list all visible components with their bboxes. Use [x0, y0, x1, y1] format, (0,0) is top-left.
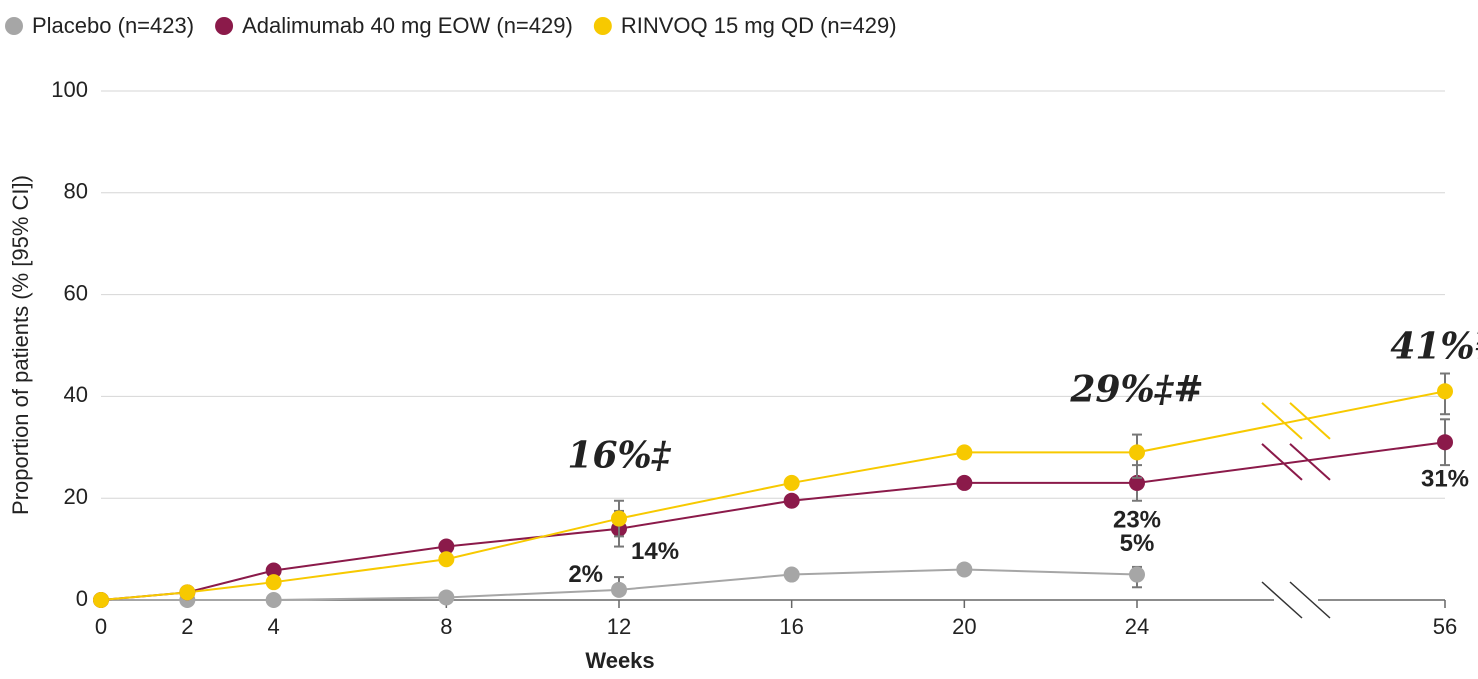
data-point: [1437, 434, 1453, 451]
axis-break: [1289, 581, 1331, 619]
x-tick-label: 2: [181, 614, 193, 639]
value-label: 16%‡: [567, 435, 671, 477]
y-tick-label: 100: [51, 77, 88, 102]
axis-break: [1261, 581, 1303, 619]
y-tick-label: 20: [64, 484, 88, 509]
y-tick-label: 40: [64, 382, 88, 407]
data-point: [1129, 444, 1145, 461]
data-point: [783, 492, 800, 509]
x-tick-label: 4: [268, 614, 280, 639]
x-tick-label: 24: [1125, 614, 1149, 639]
value-label: 29%‡#: [1069, 368, 1203, 410]
data-point: [438, 538, 455, 555]
data-point: [179, 584, 196, 601]
data-point: [265, 574, 282, 591]
x-tick-label: 20: [952, 614, 976, 639]
data-point: [93, 592, 109, 608]
y-tick-label: 60: [64, 280, 88, 305]
x-axis-title: Weeks: [585, 648, 654, 673]
series-line: [100, 390, 1446, 601]
data-point: [1129, 566, 1145, 583]
data-point: [783, 474, 800, 491]
data-point: [1129, 474, 1145, 491]
value-label: 41%¥: [1390, 325, 1478, 367]
line-break: [1289, 402, 1331, 440]
y-axis-title: Proportion of patients (% [95% CI]): [8, 175, 33, 515]
value-label: 23%: [1113, 506, 1161, 533]
x-tick-label: 8: [440, 614, 452, 639]
data-point: [438, 589, 455, 606]
value-label: 31%: [1421, 466, 1469, 493]
data-point: [1437, 383, 1453, 400]
x-tick-label: 0: [95, 614, 107, 639]
y-tick-label: 80: [64, 179, 88, 204]
legend-label: Placebo (n=423): [32, 13, 194, 38]
y-tick-label: 0: [76, 586, 88, 611]
data-point: [611, 581, 627, 598]
x-tick-label: 12: [607, 614, 631, 639]
legend-label: RINVOQ 15 mg QD (n=429): [621, 13, 897, 38]
legend-marker: [215, 17, 234, 35]
data-point: [783, 566, 800, 583]
data-point: [956, 561, 973, 578]
legend-label: Adalimumab 40 mg EOW (n=429): [242, 13, 573, 38]
legend-marker: [593, 17, 612, 35]
value-label: 5%: [1120, 530, 1155, 557]
series-line: [101, 568, 1138, 601]
line-break: [1289, 443, 1331, 481]
data-point: [956, 444, 973, 461]
data-point: [438, 551, 455, 568]
legend-marker: [5, 17, 23, 35]
axis-break-gap: [1274, 596, 1318, 604]
data-point: [611, 510, 627, 527]
data-point: [265, 562, 282, 579]
line-break: [1261, 402, 1303, 440]
x-tick-label: 16: [779, 614, 803, 639]
line-break: [1261, 443, 1303, 481]
data-point: [956, 474, 973, 491]
data-point: [265, 592, 282, 608]
value-label: 2%: [568, 561, 603, 588]
x-tick-label: 56: [1433, 614, 1457, 639]
value-label: 14%: [631, 538, 679, 565]
